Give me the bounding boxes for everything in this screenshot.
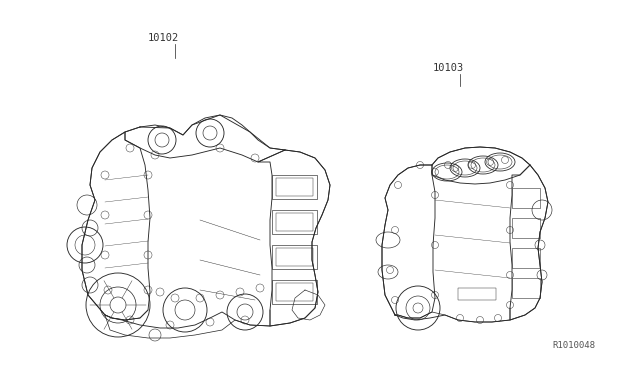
Bar — [458, 288, 496, 300]
Bar — [276, 213, 313, 231]
Bar — [512, 278, 540, 298]
Text: 10102: 10102 — [147, 33, 179, 43]
Bar — [272, 175, 317, 199]
Bar — [276, 248, 313, 266]
Bar — [512, 218, 540, 238]
Bar — [512, 248, 540, 268]
Bar — [272, 280, 317, 304]
Bar — [276, 283, 313, 301]
Text: 10103: 10103 — [433, 63, 463, 73]
Bar — [512, 188, 540, 208]
Bar — [272, 210, 317, 234]
Bar — [272, 245, 317, 269]
Text: R1010048: R1010048 — [552, 341, 595, 350]
Bar — [276, 178, 313, 196]
